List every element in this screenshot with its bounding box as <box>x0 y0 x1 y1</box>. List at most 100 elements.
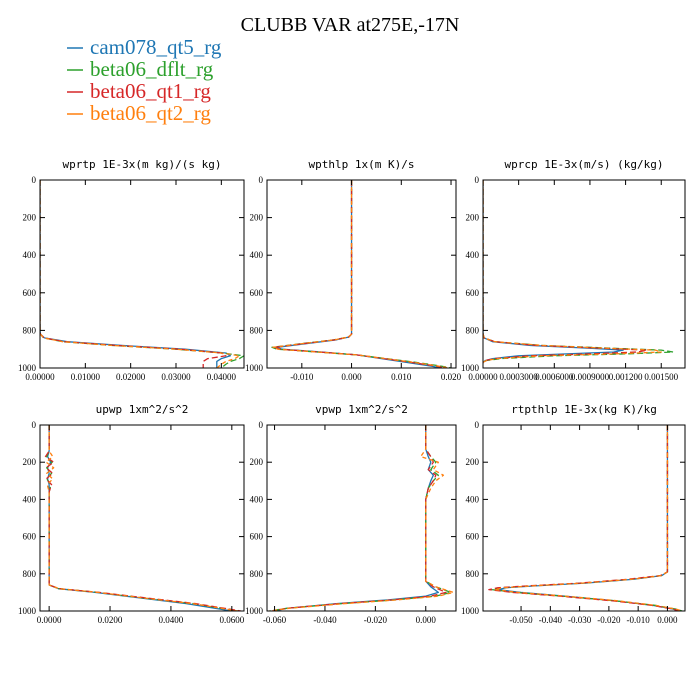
y-tick-label: 400 <box>23 250 37 260</box>
x-tick-label: 0.010 <box>391 372 412 382</box>
x-tick-label: 0.0006000 <box>535 372 574 382</box>
series-line-beta06_qt1_rg <box>483 180 648 364</box>
legend-entry: beta06_qt1_rg <box>90 79 211 103</box>
y-tick-label: 800 <box>23 569 37 579</box>
x-tick-label: -0.050 <box>509 615 533 625</box>
y-tick-label: 0 <box>475 175 480 185</box>
y-tick-label: 1000 <box>461 363 480 373</box>
x-tick-label: 0.00000 <box>468 372 498 382</box>
x-tick-label: 0.03000 <box>161 372 191 382</box>
y-tick-label: 800 <box>250 569 264 579</box>
y-tick-label: 600 <box>466 532 480 542</box>
series-line-cam078_qt5_rg <box>483 180 624 364</box>
series-line-beta06_qt1_rg <box>273 180 447 368</box>
x-tick-label: -0.040 <box>539 615 563 625</box>
x-tick-label: -0.040 <box>313 615 337 625</box>
y-tick-label: 1000 <box>245 363 264 373</box>
legend-entry: cam078_qt5_rg <box>90 35 222 59</box>
x-tick-label: -0.020 <box>597 615 621 625</box>
y-tick-label: 400 <box>23 494 37 504</box>
x-tick-label: 0.01000 <box>71 372 101 382</box>
series-line-beta06_qt2_rg <box>40 180 241 368</box>
chart-panel: vpwp 1xm^2/s^2 0 200 400 600 800 1000-0.060 -0.… <box>245 403 457 625</box>
y-tick-label: 800 <box>23 325 37 335</box>
y-tick-label: 0 <box>259 175 264 185</box>
x-tick-label: 0.000 <box>416 615 437 625</box>
x-tick-label: -0.010 <box>627 615 651 625</box>
plot-frame <box>39 179 245 369</box>
x-tick-label: 0.00000 <box>25 372 55 382</box>
y-tick-label: 200 <box>250 213 264 223</box>
panel-title: wprcp 1E-3x(m/s) (kg/kg) <box>505 158 664 171</box>
x-tick-label: 0.04000 <box>207 372 237 382</box>
plot-frame <box>266 424 457 612</box>
series-line-beta06_qt2_rg <box>494 425 683 611</box>
x-tick-label: 0.0200 <box>98 615 123 625</box>
y-tick-label: 200 <box>23 213 37 223</box>
x-tick-label: 0.0003000 <box>500 372 539 382</box>
panel-title: wprtp 1E-3x(m kg)/(s kg) <box>63 158 222 171</box>
y-tick-label: 1000 <box>18 363 37 373</box>
y-tick-label: 600 <box>23 288 37 298</box>
y-tick-label: 200 <box>23 457 37 467</box>
series-line-cam078_qt5_rg <box>276 180 442 368</box>
legend-entry: beta06_qt2_rg <box>90 101 211 125</box>
y-tick-label: 0 <box>32 175 37 185</box>
y-tick-label: 200 <box>466 457 480 467</box>
series-line-beta06_dflt_rg <box>46 425 239 611</box>
x-tick-label: 0.0600 <box>219 615 244 625</box>
series-line-beta06_qt2_rg <box>272 180 449 368</box>
y-tick-label: 1000 <box>461 606 480 616</box>
x-tick-label: 0.0400 <box>159 615 184 625</box>
y-tick-label: 600 <box>466 288 480 298</box>
y-tick-label: 0 <box>259 420 264 430</box>
panel-title: wpthlp 1x(m K)/s <box>309 158 415 171</box>
series-line-cam078_qt5_rg <box>40 180 232 368</box>
legend: cam078_qt5_rgbeta06_dflt_rgbeta06_qt1_rg… <box>67 35 222 125</box>
x-tick-label: 0.001200 <box>609 372 643 382</box>
x-tick-label: 0.020 <box>441 372 462 382</box>
series-line-beta06_qt1_rg <box>271 425 447 611</box>
series-line-beta06_dflt_rg <box>40 180 244 368</box>
y-tick-label: 600 <box>250 532 264 542</box>
series-line-beta06_qt2_rg <box>45 425 239 611</box>
y-tick-label: 200 <box>466 213 480 223</box>
chart-panel: wprtp 1E-3x(m kg)/(s kg) 0 200 400 600 800 100… <box>18 158 245 382</box>
y-tick-label: 1000 <box>18 606 37 616</box>
x-tick-label: 0.001500 <box>644 372 678 382</box>
plot-frame <box>482 179 686 369</box>
plot-frame <box>39 424 245 612</box>
x-tick-label: 0.000 <box>341 372 362 382</box>
y-tick-label: 400 <box>250 250 264 260</box>
x-tick-label: 0.02000 <box>116 372 146 382</box>
panels: wprtp 1E-3x(m kg)/(s kg) 0 200 400 600 800 100… <box>18 158 686 625</box>
panel-title: rtpthlp 1E-3x(kg K)/kg <box>511 403 657 416</box>
chart-panel: wprcp 1E-3x(m/s) (kg/kg) 0 200 400 600 800 100… <box>461 158 686 382</box>
x-tick-label: -0.020 <box>364 615 388 625</box>
y-tick-label: 400 <box>250 494 264 504</box>
y-tick-label: 400 <box>466 494 480 504</box>
y-tick-label: 0 <box>32 420 37 430</box>
x-tick-label: 0.000 <box>657 615 678 625</box>
chart-panel: wpthlp 1x(m K)/s 0 200 400 600 800 1000 -0.010 0… <box>245 158 462 382</box>
y-tick-label: 0 <box>475 420 480 430</box>
chart-panel: rtpthlp 1E-3x(kg K)/kg 0 200 400 600 800 1000 -… <box>461 403 686 625</box>
figure-title: CLUBB VAR at275E,-17N <box>241 14 460 36</box>
x-tick-label: -0.060 <box>263 615 287 625</box>
y-tick-label: 400 <box>466 250 480 260</box>
x-tick-label: 0.0000 <box>37 615 62 625</box>
legend-entry: beta06_dflt_rg <box>90 57 214 81</box>
y-tick-label: 200 <box>250 457 264 467</box>
series-line-beta06_qt1_rg <box>40 180 227 368</box>
series-line-beta06_dflt_rg <box>483 180 674 364</box>
x-tick-label: -0.010 <box>290 372 314 382</box>
y-tick-label: 800 <box>466 325 480 335</box>
panel-title: upwp 1xm^2/s^2 <box>96 403 189 416</box>
series-line-cam078_qt5_rg <box>46 425 232 611</box>
x-tick-label: -0.030 <box>568 615 592 625</box>
series-line-beta06_qt2_rg <box>483 180 662 364</box>
series-line-beta06_dflt_rg <box>271 180 452 368</box>
y-tick-label: 1000 <box>245 606 264 616</box>
